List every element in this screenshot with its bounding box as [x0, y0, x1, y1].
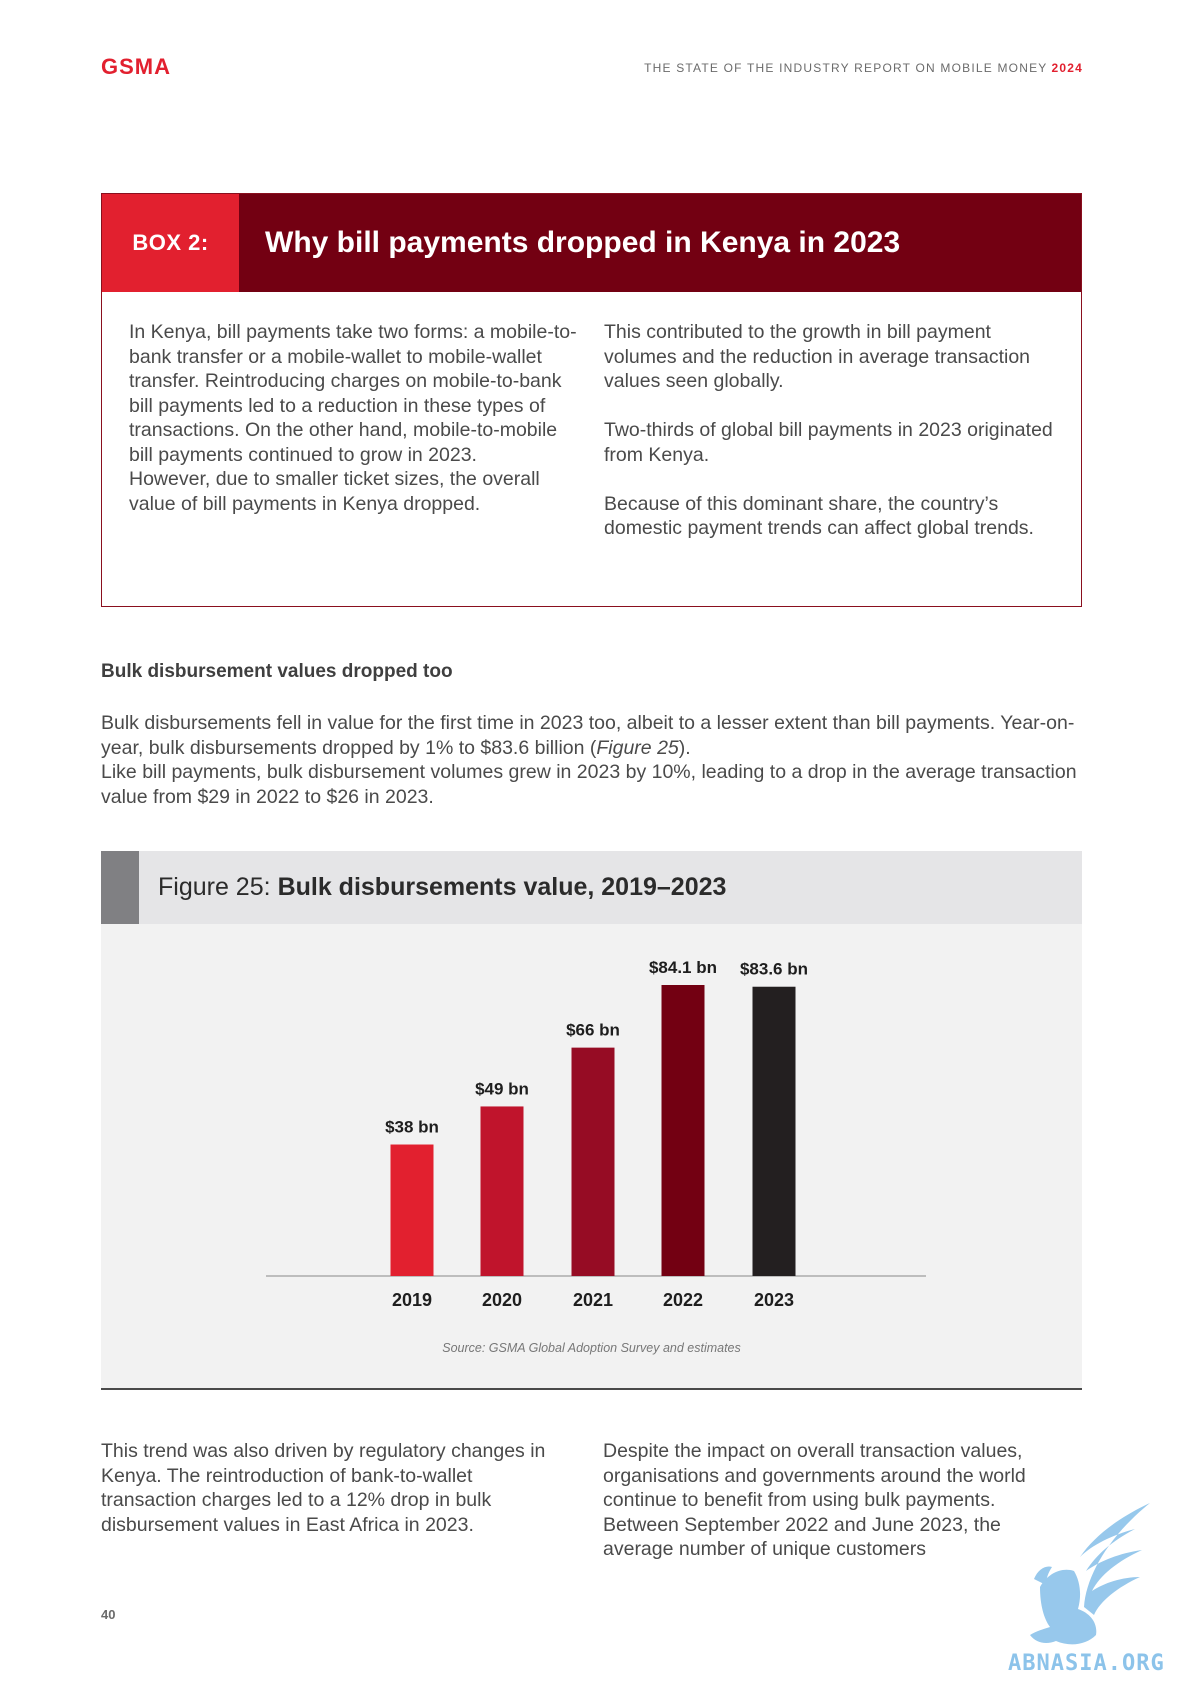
- x-tick-label-2019: 2019: [392, 1290, 432, 1310]
- griffin-logo-icon: [1030, 1503, 1150, 1645]
- bottom-right-paragraph: Despite the impact on overall transactio…: [603, 1440, 1026, 1560]
- box-paragraph: Because of this dominant share, the coun…: [604, 492, 1034, 540]
- figure-header: Figure 25: Bulk disbursements value, 2019…: [101, 851, 1082, 924]
- box-2: BOX 2: Why bill payments dropped in Keny…: [101, 193, 1082, 607]
- data-label-2022: $84.1 bn: [649, 958, 717, 977]
- data-label-2020: $49 bn: [475, 1079, 529, 1098]
- bar-2020: [480, 1106, 524, 1276]
- figure-label: Figure 25:: [158, 873, 271, 901]
- section-heading: Bulk disbursement values dropped too: [101, 661, 453, 682]
- running-head: THE STATE OF THE INDUSTRY REPORT ON MOBI…: [644, 61, 1083, 75]
- box-paragraph: Two-thirds of global bill payments in 20…: [604, 419, 1053, 466]
- figure-tab-marker: [101, 851, 139, 924]
- box-right-column: This contributed to the growth in bill p…: [604, 320, 1059, 541]
- bar-2022: [661, 985, 705, 1276]
- figure-name: Bulk disbursements value, 2019–2023: [277, 873, 727, 901]
- x-tick-label-2022: 2022: [663, 1290, 703, 1310]
- box-paragraph: This contributed to the growth in bill p…: [604, 321, 1031, 392]
- data-label-2021: $66 bn: [566, 1021, 620, 1040]
- data-label-2019: $38 bn: [385, 1118, 439, 1137]
- bottom-left-paragraph: This trend was also driven by regulatory…: [101, 1440, 546, 1536]
- section-paragraph: Like bill payments, bulk disbursement vo…: [101, 761, 1077, 808]
- bar-chart: $38 bn 2019 $49 bn 2020 $66 bn 2021 $84.1 bn 20…: [266, 958, 926, 1310]
- box-paragraph: In Kenya, bill payments take two forms: …: [129, 321, 577, 466]
- bar-2019: [390, 1144, 434, 1276]
- figure-reference: Figure 25: [596, 736, 679, 759]
- gsma-logo: GSMA: [101, 54, 171, 79]
- box-title: Why bill payments dropped in Kenya in 20…: [265, 226, 901, 259]
- running-head-year: 2024: [1051, 61, 1083, 75]
- running-head-title: THE STATE OF THE INDUSTRY REPORT ON MOBI…: [644, 61, 1048, 75]
- bar-2023: [752, 986, 796, 1276]
- paragraph-text: ).: [678, 736, 691, 759]
- section-body: Bulk disbursements fell in value for the…: [101, 711, 1091, 809]
- section-paragraph: Bulk disbursements fell in value for the…: [101, 711, 1091, 760]
- figure-title: Figure 25: Bulk disbursements value, 2019…: [158, 851, 726, 924]
- watermark-text: ABNASIA.ORG: [1008, 1651, 1165, 1676]
- box-tag: BOX 2:: [102, 194, 239, 292]
- figure-25: Figure 25: Bulk disbursements value, 2019…: [101, 851, 1082, 1390]
- box-paragraph: However, due to smaller ticket sizes, th…: [129, 468, 540, 515]
- paragraph-text: Bulk disbursements fell in value for the…: [101, 712, 1075, 759]
- bar-2021: [571, 1047, 615, 1276]
- figure-source: Source: GSMA Global Adoption Survey and …: [442, 1341, 741, 1355]
- box-left-column: In Kenya, bill payments take two forms: …: [129, 320, 581, 516]
- page-number: 40: [101, 1607, 116, 1622]
- x-tick-label-2020: 2020: [482, 1290, 522, 1310]
- data-label-2023: $83.6 bn: [740, 960, 808, 979]
- x-tick-label-2023: 2023: [754, 1290, 794, 1310]
- box-header: BOX 2: Why bill payments dropped in Keny…: [102, 194, 1081, 292]
- x-tick-label-2021: 2021: [573, 1290, 613, 1310]
